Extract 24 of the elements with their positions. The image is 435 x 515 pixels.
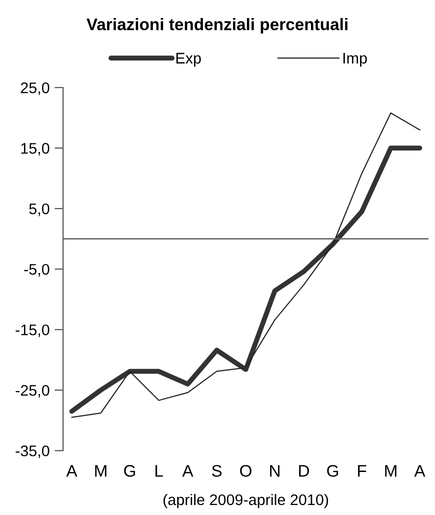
x-tick-label: A — [66, 465, 78, 477]
legend-label: Exp — [176, 52, 201, 67]
legend-label: Imp — [343, 52, 367, 67]
x-tick-label: L — [156, 465, 163, 477]
y-tick-label: -15,0 — [16, 324, 50, 338]
x-tick-label: A — [182, 465, 194, 477]
x-tick-label: N — [270, 465, 280, 477]
y-tick-label: -35,0 — [16, 445, 50, 458]
y-tick-label: -5,0 — [24, 264, 50, 277]
x-axis-title: (aprile 2009-aprile 2010) — [164, 494, 328, 508]
x-tick-label: S — [212, 464, 222, 477]
x-tick-label: O — [240, 464, 252, 477]
x-tick-label: G — [327, 464, 338, 477]
y-tick-label: 15,0 — [21, 142, 50, 156]
x-tick-label: A — [414, 465, 426, 477]
chart-title: Variazioni tendenziali percentuali — [86, 18, 348, 34]
x-tick-label: M — [95, 465, 106, 477]
y-tick-label: 5,0 — [29, 203, 50, 216]
x-tick-label: D — [299, 465, 309, 477]
x-tick-label: G — [124, 464, 136, 477]
x-tick-label: F — [358, 465, 366, 477]
y-tick-label: 25,0 — [20, 82, 50, 96]
x-tick-label: M — [385, 465, 396, 477]
y-tick-label: -25,0 — [16, 384, 50, 398]
